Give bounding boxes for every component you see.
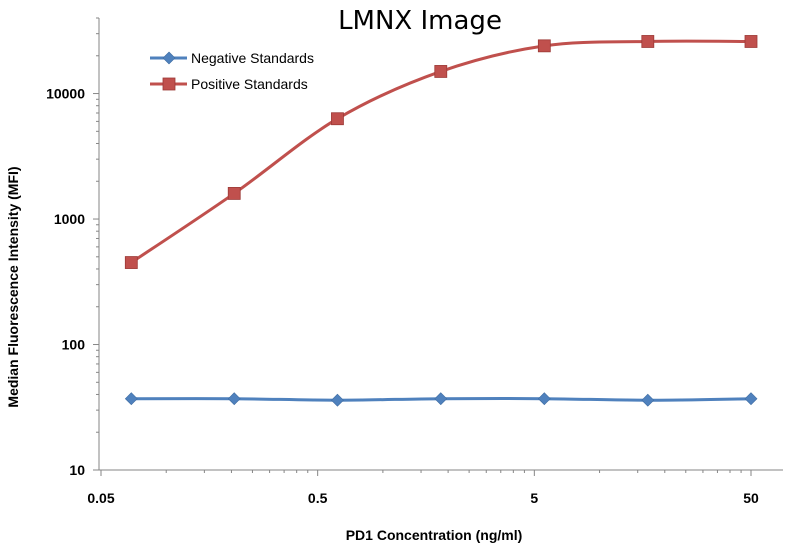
data-point [124, 256, 138, 269]
legend: Negative Standards Positive Standards [150, 50, 314, 92]
y-tick-label: 1000 [54, 211, 85, 227]
y-axis-ticks: 10 100 1000 10000 [46, 17, 99, 478]
legend-item: Negative Standards [150, 50, 314, 66]
data-point [537, 392, 551, 406]
data-point [641, 35, 655, 48]
series-negative-standards [124, 392, 758, 407]
data-point [124, 392, 138, 406]
data-point [227, 187, 241, 200]
y-axis-label: Median Fluorescence Intensity (MFI) [5, 166, 21, 407]
data-point [537, 39, 551, 53]
data-point [744, 35, 758, 48]
data-point [434, 392, 448, 406]
y-tick-label: 100 [62, 337, 86, 353]
data-point [641, 393, 655, 407]
data-point [331, 112, 344, 126]
data-point [744, 392, 758, 406]
legend-marker [162, 77, 176, 91]
x-tick-label: 0.5 [308, 490, 328, 506]
x-tick-label: 5 [530, 490, 538, 506]
series-layer [124, 35, 758, 407]
legend-marker [162, 51, 176, 65]
legend-label: Negative Standards [191, 50, 314, 66]
y-tick-label: 10000 [46, 86, 85, 102]
x-tick-label: 50 [743, 490, 759, 506]
data-point [434, 65, 448, 78]
data-point [227, 392, 241, 406]
x-axis-label: PD1 Concentration (ng/ml) [346, 527, 523, 543]
series-positive-standards [124, 35, 758, 269]
y-tick-label: 10 [69, 462, 85, 478]
chart-title: LMNX Image [338, 6, 502, 36]
legend-item: Positive Standards [150, 76, 308, 92]
x-axis-ticks: 0.05 0.5 5 50 [87, 470, 759, 506]
legend-label: Positive Standards [191, 76, 308, 92]
x-tick-label: 0.05 [87, 490, 114, 506]
data-point [331, 393, 344, 407]
